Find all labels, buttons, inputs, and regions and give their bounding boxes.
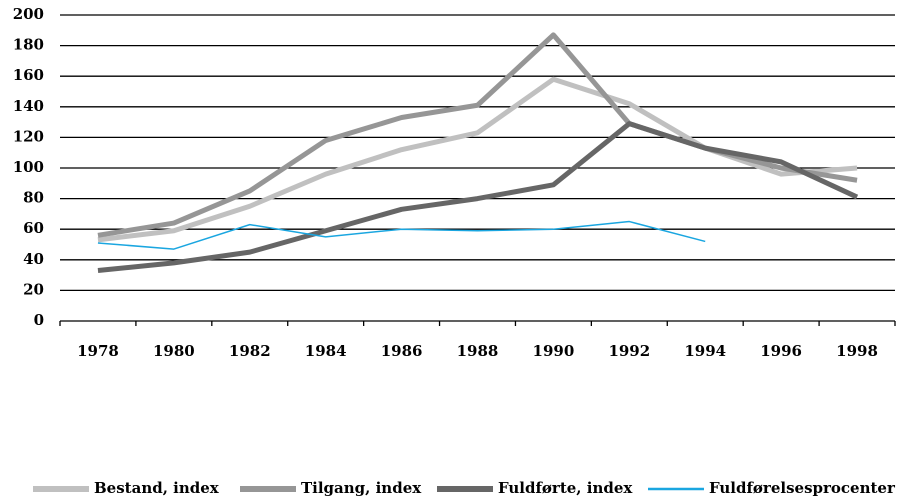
x-tick-label: 1990: [533, 342, 575, 360]
x-tick-label: 1986: [381, 342, 423, 360]
y-tick-label: 200: [13, 5, 44, 23]
y-tick-label: 180: [13, 36, 44, 54]
x-tick-label: 1988: [457, 342, 499, 360]
y-tick-label: 20: [23, 280, 44, 298]
legend-label: Fuldførelsesprocenter: [709, 479, 896, 497]
x-tick-label: 1982: [229, 342, 271, 360]
x-tick-label: 1994: [684, 342, 726, 360]
x-tick-label: 1984: [305, 342, 347, 360]
x-tick-label: 1978: [77, 342, 119, 360]
y-tick-label: 80: [23, 189, 44, 207]
y-tick-label: 0: [34, 311, 44, 329]
legend-label: Fuldførte, index: [498, 479, 633, 497]
x-tick-label: 1992: [608, 342, 650, 360]
legend-label: Tilgang, index: [301, 479, 422, 497]
y-tick-label: 140: [13, 97, 44, 115]
y-tick-label: 160: [13, 66, 44, 84]
x-tick-label: 1980: [153, 342, 195, 360]
y-tick-label: 60: [23, 219, 44, 237]
y-tick-label: 100: [13, 158, 44, 176]
y-tick-label: 40: [23, 250, 44, 268]
series-line: [97, 121, 859, 273]
x-tick-label: 1998: [836, 342, 878, 360]
y-tick-label: 120: [13, 127, 44, 145]
x-tick-label: 1996: [760, 342, 802, 360]
series-line: [97, 220, 706, 250]
legend-label: Bestand, index: [94, 479, 220, 497]
